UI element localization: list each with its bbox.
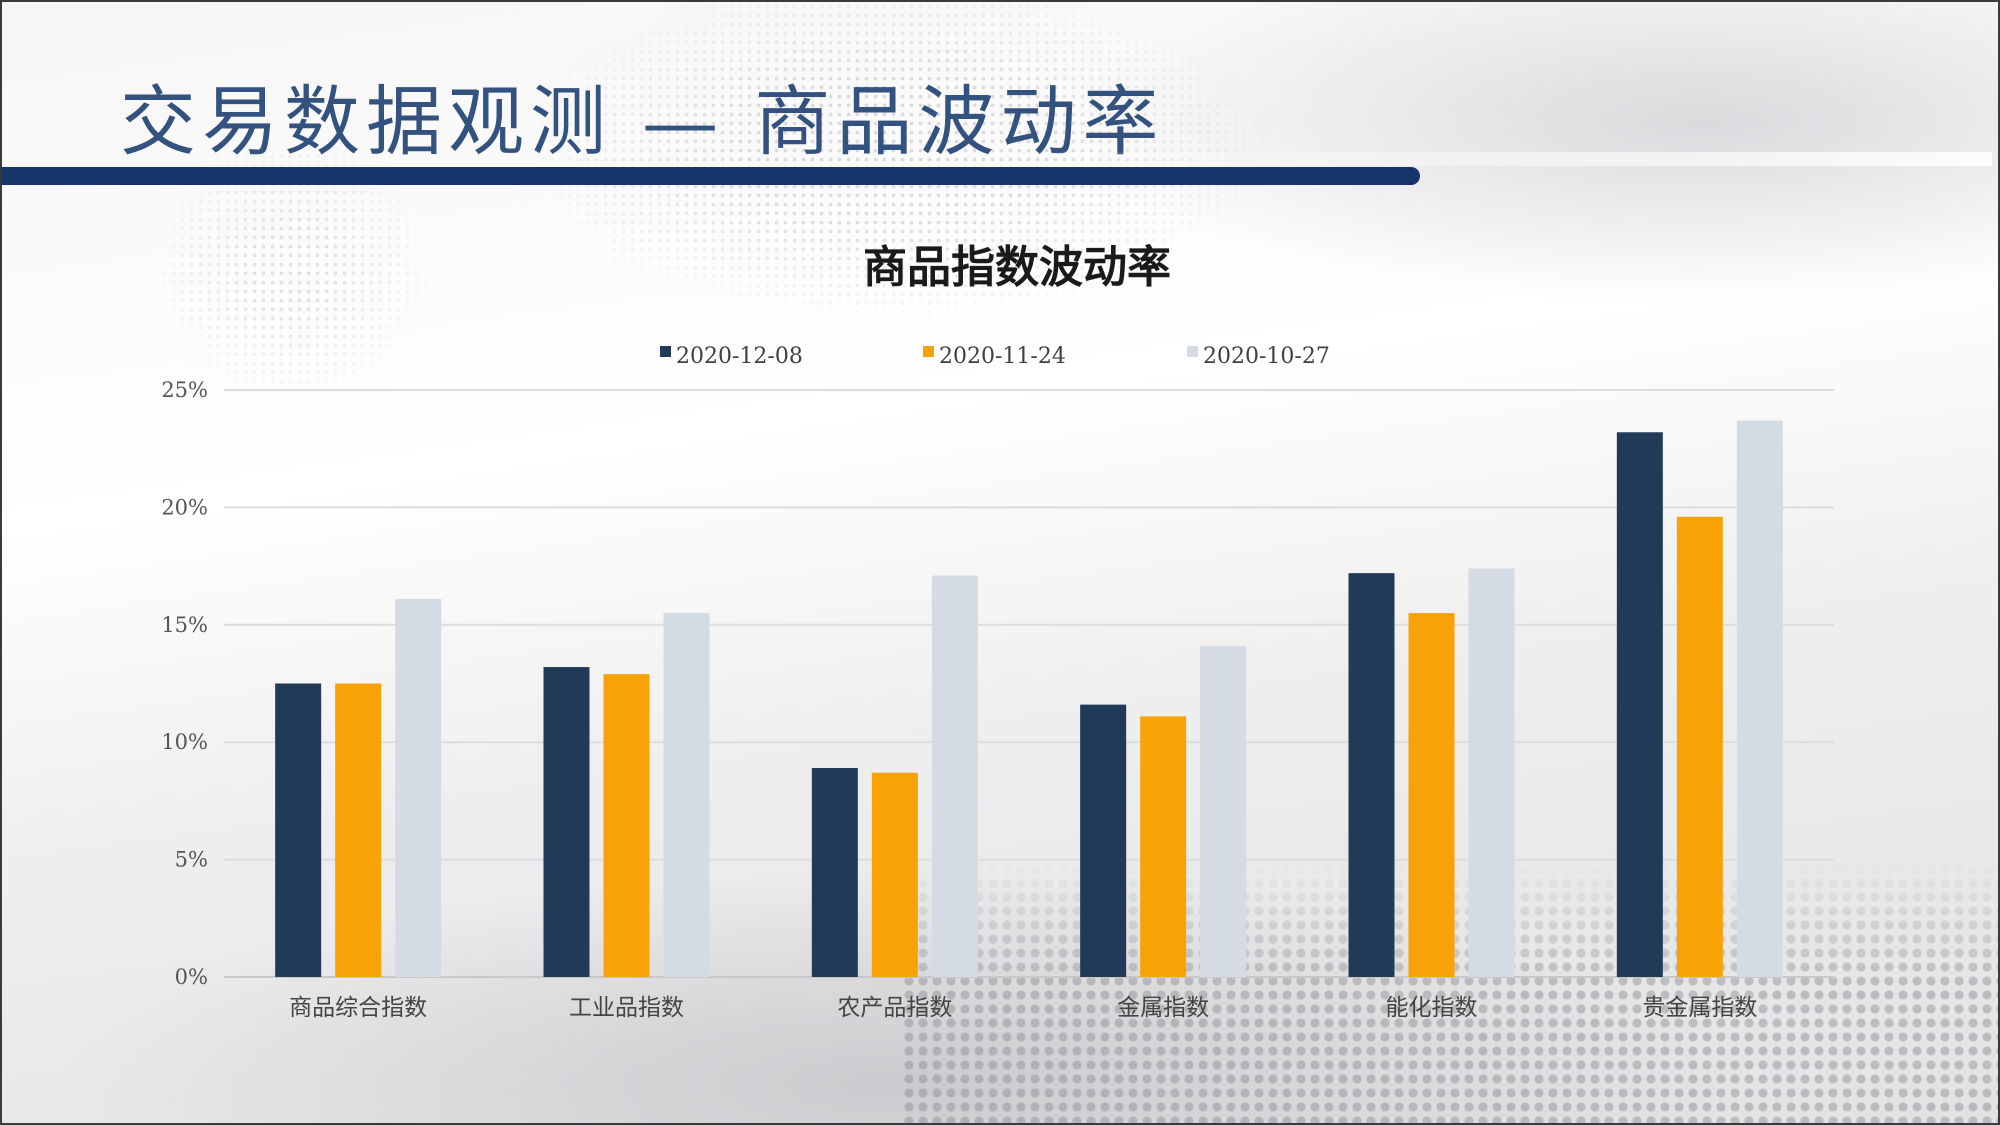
bar-3 [1468,568,1515,977]
bar-1 [1080,704,1127,977]
bar-1 [1348,573,1395,977]
x-category-label: 农产品指数 [837,995,952,1021]
chart-title: 商品指数波动率 [863,242,1171,293]
legend-label: 2020-11-24 [939,344,1066,369]
bar-3 [1200,645,1247,977]
x-category-label: 能化指数 [1386,995,1478,1021]
y-tick-label: 0% [175,965,208,989]
x-axis-labels: 商品综合指数 工业品指数 农产品指数 金属指数 能化指数 贵金属指数 [289,995,1757,1021]
bar-3 [931,575,978,977]
bar-1 [275,683,322,977]
bar-2 [1140,716,1187,977]
legend-swatch [923,346,934,357]
y-axis-ticks: 0% 5% 10% 15% 20% 25% [161,378,208,989]
bar-1 [543,667,590,977]
legend-swatch [1187,346,1198,357]
bar-2 [871,772,918,977]
y-tick-label: 25% [161,378,208,402]
y-tick-label: 20% [161,495,208,519]
bar-1 [811,768,858,977]
bar-3 [663,613,710,977]
bar-2 [1676,516,1723,977]
bar-3 [1736,420,1783,977]
x-category-label: 商品综合指数 [289,995,427,1021]
bar-2 [335,683,382,977]
bar-3 [395,598,442,977]
title-bar-highlight [1002,152,1992,166]
legend-label: 2020-10-27 [1203,344,1330,369]
chart-legend: 2020-12-08 2020-11-24 2020-10-27 [660,344,1330,369]
x-category-label: 金属指数 [1117,995,1209,1021]
y-tick-label: 10% [161,730,208,754]
x-category-label: 工业品指数 [569,995,684,1021]
title-underline-bar [2,167,1420,185]
legend-label: 2020-12-08 [676,344,803,369]
bar-2 [603,674,650,977]
chart-bars [275,420,1783,977]
slide-title: 交易数据观测 — 商品波动率 [120,77,1165,166]
y-tick-label: 5% [175,848,208,872]
bar-1 [1616,432,1663,977]
chart-gridlines [224,389,1834,978]
x-category-label: 贵金属指数 [1642,995,1757,1021]
y-tick-label: 15% [161,613,208,637]
legend-swatch [660,346,671,357]
bar-2 [1408,613,1455,977]
